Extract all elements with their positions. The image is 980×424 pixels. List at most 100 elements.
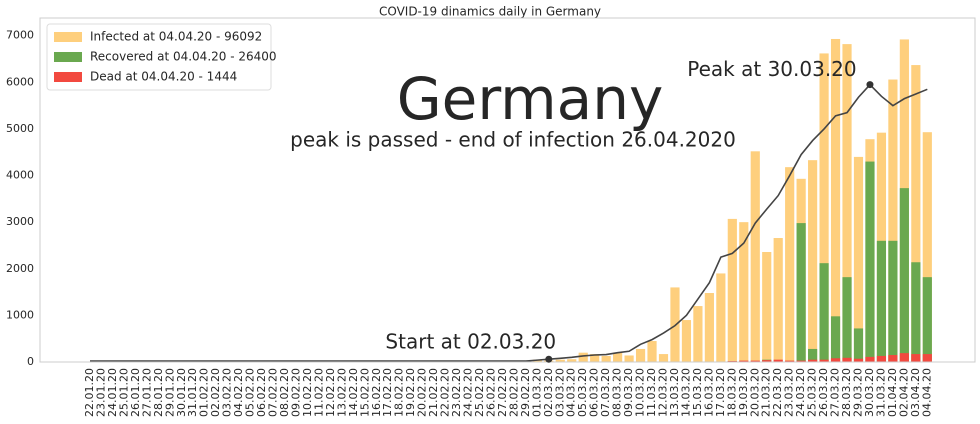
trend-line <box>90 83 928 362</box>
x-tick-label: 20.03.20 <box>748 368 761 417</box>
x-tick-label: 30.01.20 <box>175 368 188 417</box>
annotation: peak is passed - end of infection 26.04.… <box>290 128 736 152</box>
x-tick-label: 11.03.20 <box>645 368 658 417</box>
x-tick-label: 07.03.20 <box>599 368 612 417</box>
x-tick-label: 02.04.20 <box>897 368 910 417</box>
x-tick-label: 13.03.20 <box>668 368 681 417</box>
y-tick-label: 1000 <box>6 308 34 321</box>
x-tick-label: 26.01.20 <box>129 368 142 417</box>
x-tick-label: 11.02.20 <box>312 368 325 417</box>
x-tick-label: 29.02.20 <box>519 368 532 417</box>
point-marker <box>545 355 553 363</box>
bar <box>773 359 783 362</box>
bar <box>808 348 818 362</box>
legend-label: Dead at 04.04.20 - 1444 <box>90 70 237 84</box>
chart-title: COVID-19 dinamics daily in Germany <box>379 5 601 19</box>
bar <box>762 251 772 362</box>
x-tick-label: 29.01.20 <box>163 368 176 417</box>
x-tick-label: 28.01.20 <box>152 368 165 417</box>
legend-swatch <box>54 32 82 42</box>
x-tick-label: 21.02.20 <box>427 368 440 417</box>
x-tick-label: 26.02.20 <box>484 368 497 417</box>
x-tick-label: 25.02.20 <box>473 368 486 417</box>
x-tick-label: 07.02.20 <box>267 368 280 417</box>
bar <box>739 360 749 362</box>
bar <box>601 355 611 362</box>
y-tick-label: 4000 <box>6 169 34 182</box>
plot-frame <box>39 17 976 363</box>
legend-swatch <box>54 72 82 82</box>
bar <box>842 277 852 362</box>
bar <box>716 273 726 362</box>
bar <box>739 222 749 362</box>
bar <box>658 354 669 362</box>
bar <box>727 218 737 362</box>
bar <box>555 359 565 362</box>
x-tick-label: 17.02.20 <box>381 368 394 417</box>
legend-label: Infected at 04.04.20 - 96092 <box>90 30 262 44</box>
x-tick-label: 27.03.20 <box>829 368 842 417</box>
x-tick-label: 01.02.20 <box>198 368 211 417</box>
bar <box>853 328 864 362</box>
bar <box>796 360 806 362</box>
x-tick-label: 23.02.20 <box>450 368 463 417</box>
x-tick-label: 24.02.20 <box>462 368 475 417</box>
bar <box>876 355 887 362</box>
x-tick-label: 10.03.20 <box>634 368 647 417</box>
x-tick-label: 24.01.20 <box>106 368 119 417</box>
bar <box>693 306 703 362</box>
legend-label: Recovered at 04.04.20 - 26400 <box>90 50 277 64</box>
x-tick-label: 19.03.20 <box>737 368 750 417</box>
x-tick-label: 08.02.20 <box>278 368 291 417</box>
x-tick-label: 03.03.20 <box>553 368 566 417</box>
x-tick-label: 17.03.20 <box>714 368 727 417</box>
bar <box>865 356 875 362</box>
x-tick-label: 31.03.20 <box>874 368 887 417</box>
x-tick-label: 30.03.20 <box>863 368 876 417</box>
y-tick-label: 3000 <box>6 215 34 228</box>
annotation: Germany <box>397 65 664 133</box>
bar <box>819 359 829 362</box>
bar <box>624 355 634 362</box>
bar <box>785 360 795 362</box>
y-tick-label: 7000 <box>6 29 34 42</box>
bar <box>899 188 909 362</box>
x-tick-label: 06.02.20 <box>255 368 268 417</box>
bar <box>819 263 829 362</box>
bar <box>785 167 795 362</box>
bar <box>635 348 646 362</box>
x-tick-label: 05.03.20 <box>576 368 589 417</box>
x-tick-label: 05.02.20 <box>244 368 257 417</box>
bar <box>808 160 818 362</box>
bar <box>888 240 898 362</box>
x-tick-label: 02.02.20 <box>209 368 222 417</box>
x-tick-label: 14.02.20 <box>347 368 360 417</box>
bar <box>647 341 657 362</box>
bar <box>922 277 932 362</box>
x-tick-label: 16.02.20 <box>370 368 383 417</box>
bar <box>853 156 864 362</box>
x-tick-label: 01.03.20 <box>530 368 543 417</box>
bar <box>773 238 783 362</box>
bar <box>808 359 818 362</box>
bar <box>911 65 921 363</box>
y-tick-label: 6000 <box>6 75 34 88</box>
x-tick-label: 18.02.20 <box>393 368 406 417</box>
x-tick-label: 04.02.20 <box>232 368 245 417</box>
x-tick-label: 09.03.20 <box>622 368 635 417</box>
y-tick-label: 2000 <box>6 262 34 275</box>
x-tick-label: 15.03.20 <box>691 368 704 417</box>
x-tick-label: 25.01.20 <box>117 368 130 417</box>
x-tick-label: 27.02.20 <box>496 368 509 417</box>
bar <box>853 358 864 362</box>
bar <box>888 79 898 363</box>
x-tick-label: 03.04.20 <box>909 368 922 417</box>
x-tick-label: 13.02.20 <box>335 368 348 417</box>
x-tick-label: 28.02.20 <box>507 368 520 417</box>
x-tick-label: 04.03.20 <box>565 368 578 417</box>
x-tick-label: 10.02.20 <box>301 368 314 417</box>
x-tick-label: 16.03.20 <box>702 368 715 417</box>
bar <box>865 161 875 362</box>
x-tick-label: 21.03.20 <box>760 368 773 417</box>
bar <box>796 223 806 362</box>
